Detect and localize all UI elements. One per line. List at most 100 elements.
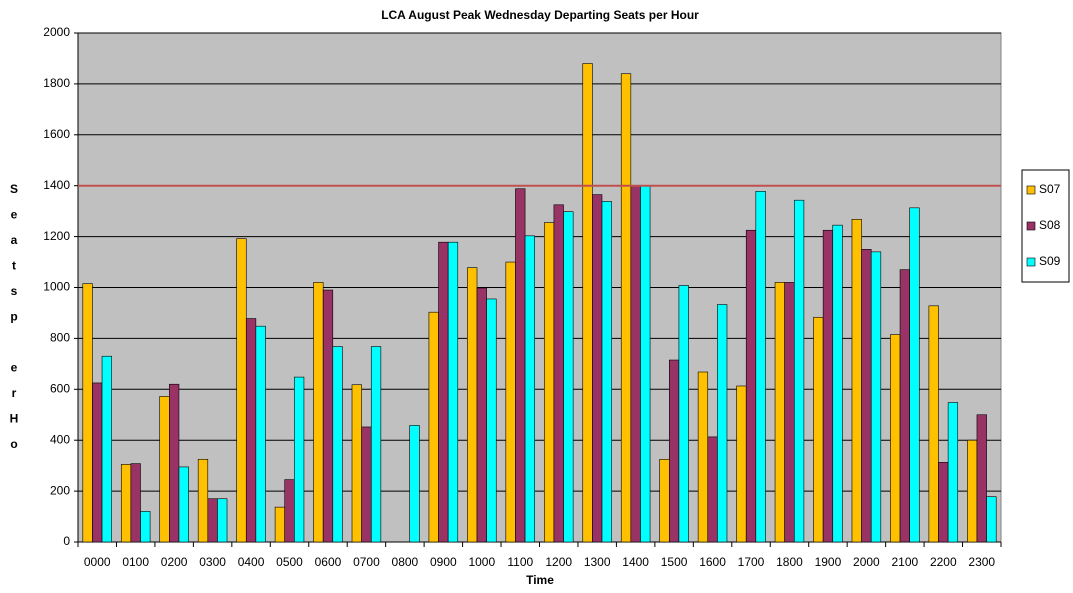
x-tick-label: 1700 — [738, 555, 765, 569]
bar — [967, 439, 978, 543]
bar — [928, 305, 939, 543]
x-tick-label: 1800 — [776, 555, 803, 569]
legend-swatch — [1026, 257, 1036, 267]
bar — [870, 251, 882, 543]
bar — [322, 289, 334, 543]
bar — [447, 241, 459, 543]
bar — [486, 298, 497, 543]
x-tick-label: 0500 — [276, 555, 303, 569]
legend-label: S07 — [1039, 182, 1061, 196]
x-tick-label: 0700 — [353, 555, 380, 569]
bar — [861, 249, 872, 543]
bar — [909, 207, 920, 543]
legend-label: S08 — [1039, 218, 1061, 232]
bar — [976, 414, 987, 543]
y-tick-label: 2000 — [43, 25, 70, 39]
y-tick-label: 1400 — [43, 178, 70, 192]
bar — [245, 318, 257, 543]
x-tick-label: 1600 — [699, 555, 726, 569]
bar — [370, 346, 382, 543]
y-tick-label: 200 — [50, 483, 70, 497]
bar — [476, 287, 487, 543]
bar — [82, 283, 93, 543]
bar — [361, 426, 372, 543]
bar — [678, 285, 689, 543]
bar — [563, 211, 574, 543]
bar — [717, 304, 728, 543]
bar — [784, 282, 795, 543]
bar — [832, 224, 843, 543]
chart-title: LCA August Peak Wednesday Departing Seat… — [381, 8, 699, 22]
bar — [947, 402, 959, 543]
bar — [822, 229, 834, 543]
x-axis-label: Time — [526, 573, 554, 587]
bar — [668, 359, 680, 543]
x-tick-label: 1200 — [545, 555, 572, 569]
bar — [140, 511, 151, 543]
bar — [332, 346, 343, 543]
x-tick-label: 1300 — [584, 555, 611, 569]
x-tick-label: 2300 — [968, 555, 995, 569]
bar — [630, 185, 641, 543]
bar — [640, 185, 651, 543]
bar — [467, 267, 478, 543]
bar — [851, 218, 862, 543]
bar — [736, 385, 747, 543]
y-tick-label: 0 — [63, 534, 70, 548]
bar — [313, 282, 324, 543]
y-tick-label: 1200 — [43, 229, 70, 243]
bar — [544, 222, 555, 543]
bar — [197, 458, 209, 543]
x-tick-label: 0000 — [84, 555, 111, 569]
x-tick-label: 1900 — [815, 555, 842, 569]
x-tick-label: 1400 — [622, 555, 649, 569]
bar — [707, 436, 718, 543]
x-tick-label: 2200 — [930, 555, 957, 569]
bar — [986, 496, 997, 543]
bar — [178, 466, 189, 543]
bar — [130, 463, 141, 543]
y-tick-label: 600 — [50, 381, 70, 395]
bar — [217, 498, 228, 543]
bar — [169, 383, 180, 543]
x-tick-label: 0300 — [199, 555, 226, 569]
bar — [745, 229, 757, 543]
bar — [438, 241, 449, 543]
bar — [755, 190, 766, 543]
bar — [774, 282, 785, 543]
bar — [793, 199, 805, 543]
bar — [101, 355, 112, 543]
x-tick-label: 0400 — [238, 555, 265, 569]
x-tick-label: 1500 — [661, 555, 688, 569]
x-tick-label: 0600 — [315, 555, 342, 569]
bar — [92, 382, 103, 543]
bar — [515, 188, 526, 543]
bar — [207, 498, 218, 543]
bar — [236, 238, 247, 543]
x-tick-label: 0200 — [161, 555, 188, 569]
legend-label: S09 — [1039, 254, 1061, 268]
bar — [899, 269, 910, 543]
bar — [813, 316, 824, 543]
bar — [553, 204, 564, 543]
x-tick-label: 0100 — [122, 555, 149, 569]
bar — [620, 73, 632, 543]
bar — [890, 334, 901, 543]
x-tick-label: 1000 — [468, 555, 495, 569]
bar — [582, 63, 593, 543]
bar — [592, 194, 603, 543]
y-tick-label: 800 — [50, 331, 70, 345]
x-tick-label: 0800 — [392, 555, 419, 569]
bar — [294, 376, 305, 543]
bar — [409, 425, 420, 543]
y-tick-label: 1800 — [43, 76, 70, 90]
bar — [274, 506, 286, 543]
y-tick-label: 400 — [50, 432, 70, 446]
y-tick-label: 1600 — [43, 127, 70, 141]
x-tick-label: 1100 — [507, 555, 533, 569]
bar — [601, 201, 612, 543]
legend-swatch — [1026, 221, 1036, 231]
bar — [697, 371, 709, 543]
